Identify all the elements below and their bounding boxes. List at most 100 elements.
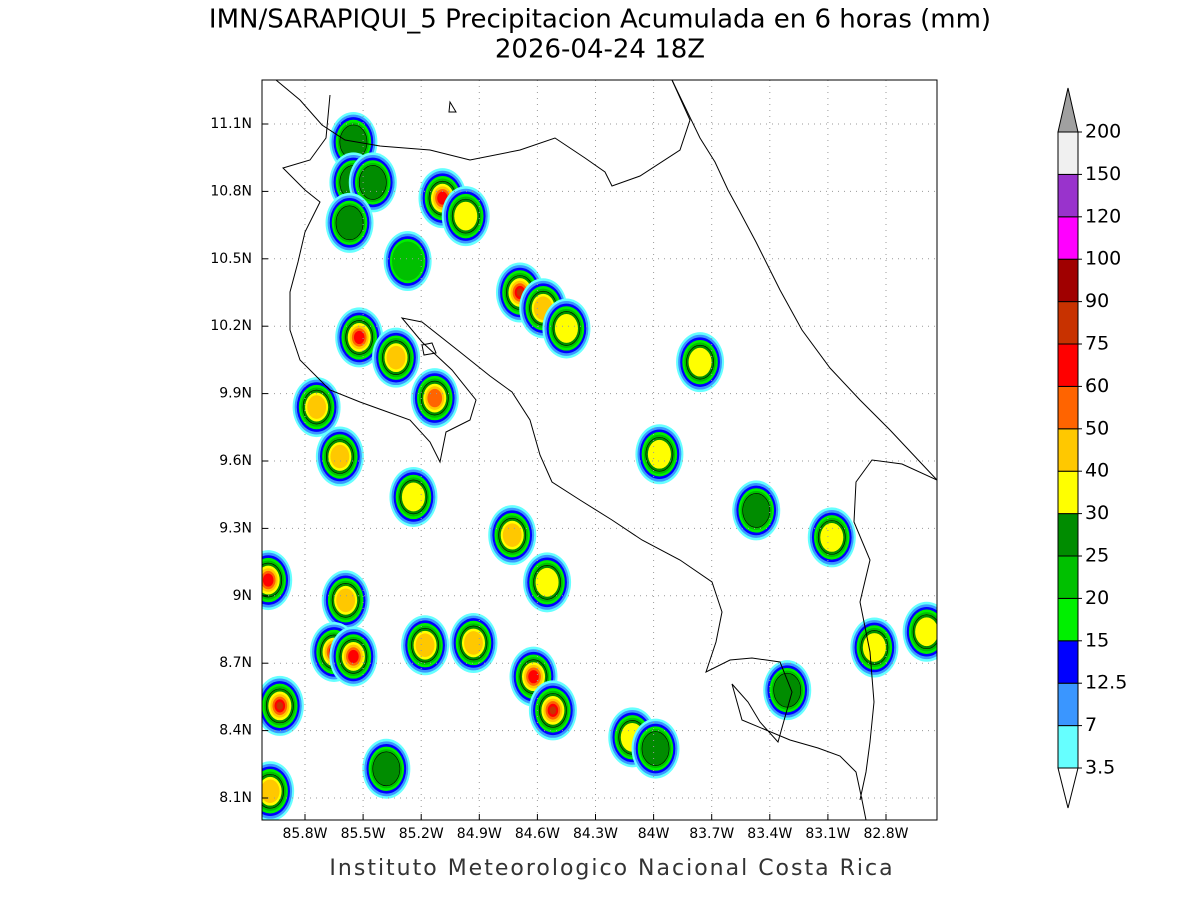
colorbar-label: 3.5	[1085, 757, 1115, 779]
precip-cell	[763, 660, 812, 721]
contour	[554, 314, 578, 343]
colorbar-over	[1057, 87, 1079, 133]
y-tick-label: 9.6N	[219, 453, 252, 469]
contour	[391, 241, 424, 281]
contour	[516, 288, 524, 297]
contour	[647, 439, 671, 469]
contour	[464, 631, 483, 655]
colorbar-label: 30	[1085, 502, 1109, 524]
x-tick-label: 84.6W	[515, 826, 560, 842]
colorbar-box	[1057, 725, 1079, 769]
precip-cell	[449, 612, 498, 673]
precip-cell	[528, 680, 577, 741]
colorbar: 3.5 7 12.5 15 20 25 30 40 50 60 75 90 100 120 150 200	[1057, 87, 1127, 809]
precip-cell	[329, 626, 378, 687]
x-tick-label: 82.8W	[863, 826, 908, 842]
precip-cell	[410, 368, 459, 429]
y-tick-label: 11.1N	[210, 116, 252, 132]
precip-cell	[542, 298, 591, 359]
colorbar-label: 150	[1085, 163, 1121, 185]
title: IMN/SARAPIQUI_5 Precipitacion Acumulada …	[209, 5, 991, 35]
contour	[862, 633, 886, 662]
colorbar-box	[1057, 131, 1079, 175]
colorbar-box	[1057, 597, 1079, 642]
contour	[330, 444, 350, 469]
colorbar-box	[1057, 640, 1079, 684]
x-tick-label: 84W	[638, 826, 670, 842]
caribbean-coast	[671, 80, 937, 481]
precip-cell	[325, 192, 374, 253]
colorbar-label: 15	[1085, 629, 1109, 651]
contour	[358, 165, 387, 200]
contour	[335, 205, 364, 241]
coastlines	[275, 80, 937, 820]
y-tick-label: 8.4N	[219, 723, 252, 739]
colorbar-label: 100	[1085, 248, 1121, 270]
precip-cell	[850, 617, 899, 678]
contour	[549, 706, 557, 715]
colorbar-box	[1057, 682, 1079, 727]
precip-cell	[383, 231, 432, 292]
footer: Instituto Meteorologico Nacional Costa R…	[329, 856, 894, 881]
colorbar-label: 7	[1085, 714, 1097, 736]
x-tick-label: 85.2W	[399, 826, 444, 842]
precip-cell	[335, 307, 384, 368]
colorbar-box	[1057, 301, 1079, 345]
y-tick-label: 9.9N	[219, 386, 252, 402]
panama-border	[853, 459, 937, 801]
precip-cell	[321, 570, 370, 631]
colorbar-label: 40	[1085, 460, 1109, 482]
precip-cell	[631, 718, 680, 779]
colorbar-box	[1057, 470, 1079, 515]
x-tick-label: 85.5W	[341, 826, 386, 842]
contour	[427, 388, 443, 408]
x-tick-label: 84.9W	[457, 826, 502, 842]
contour	[336, 588, 356, 613]
contour	[502, 523, 522, 547]
precip-cell	[348, 152, 397, 213]
x-tick-label: 83.4W	[747, 826, 792, 842]
contour	[641, 731, 670, 766]
colorbar-box	[1057, 343, 1079, 387]
colorbar-box	[1057, 428, 1079, 472]
colorbar-box	[1057, 385, 1079, 430]
precip-cell	[441, 186, 490, 247]
precip-cell	[635, 424, 684, 485]
colorbar-box	[1057, 173, 1079, 218]
precip-cell	[676, 332, 725, 393]
contour	[773, 672, 802, 708]
pacific-coast	[282, 94, 867, 820]
colorbar-box	[1057, 258, 1079, 303]
contour	[386, 345, 406, 370]
precip-cell	[488, 505, 537, 566]
contour	[307, 395, 327, 419]
y-tick-label: 9.3N	[219, 520, 252, 536]
precip-cell	[495, 262, 544, 323]
precip-cell	[732, 480, 781, 541]
grid	[262, 80, 937, 820]
precip-cell	[362, 738, 411, 799]
precip-cell	[262, 675, 304, 736]
contour	[415, 633, 435, 658]
precip-cell	[807, 507, 856, 568]
precip-cell	[315, 426, 364, 487]
contour	[401, 482, 425, 512]
subtitle: 2026-04-24 18Z	[495, 35, 705, 65]
precip-cell	[523, 552, 572, 613]
colorbar-label: 75	[1085, 333, 1109, 355]
precip-cell	[389, 466, 438, 527]
y-tick-label: 8.1N	[219, 790, 252, 806]
colorbar-label: 25	[1085, 545, 1109, 567]
contour	[353, 330, 365, 345]
contour	[348, 649, 359, 664]
contour	[820, 522, 844, 552]
colorbar-box	[1057, 555, 1079, 599]
colorbar-label: 12.5	[1085, 672, 1127, 694]
colorbar-box	[1057, 513, 1079, 557]
colorbar-label: 200	[1085, 121, 1121, 143]
colorbar-label: 120	[1085, 205, 1121, 227]
contour	[688, 347, 712, 377]
precip-cell	[902, 601, 937, 662]
x-tick-label: 83.1W	[805, 826, 850, 842]
precip-cell	[401, 615, 450, 676]
